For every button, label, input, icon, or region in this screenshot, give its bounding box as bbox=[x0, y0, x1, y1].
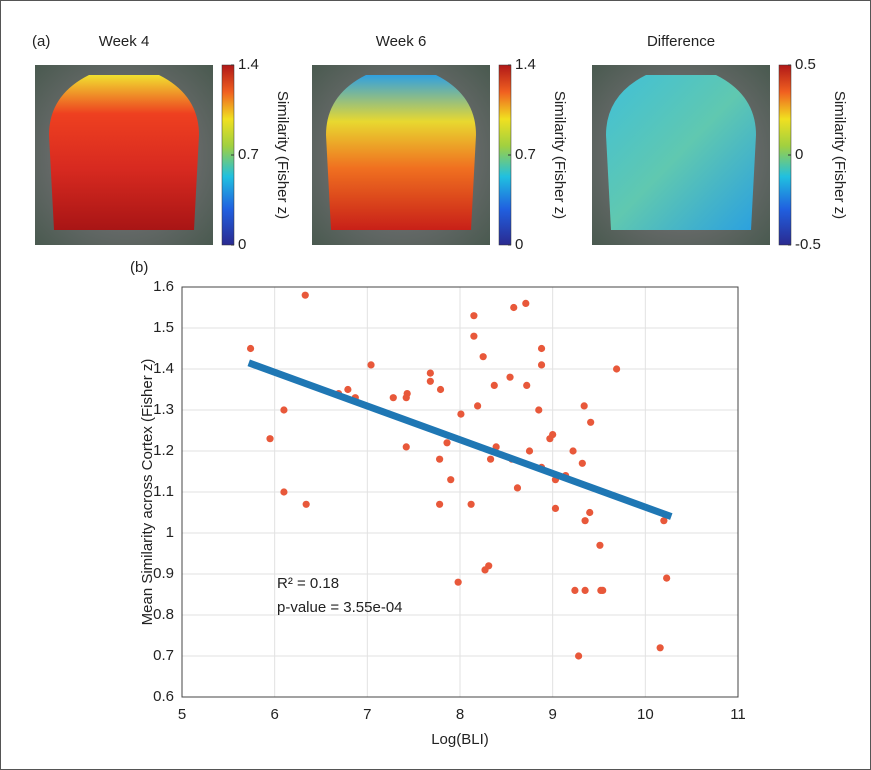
point bbox=[486, 455, 495, 463]
x-tick-label: 11 bbox=[730, 706, 746, 723]
y-tick-label: 0.8 bbox=[153, 606, 174, 623]
point bbox=[426, 369, 434, 377]
fit-line bbox=[247, 359, 673, 520]
x-tick-label: 9 bbox=[548, 706, 556, 723]
point bbox=[663, 574, 671, 582]
colorbar-tick-label: -0.5 bbox=[795, 236, 821, 253]
y-tick-label: 1.1 bbox=[153, 483, 174, 500]
colorbar-tick-label: 1.4 bbox=[515, 56, 536, 73]
point bbox=[426, 377, 434, 385]
y-axis-label: Mean Similarity across Cortex (Fisher z) bbox=[139, 359, 156, 626]
point bbox=[569, 447, 577, 455]
point bbox=[551, 504, 560, 512]
point bbox=[436, 385, 445, 394]
annotation: R² = 0.18 bbox=[277, 575, 339, 592]
point bbox=[454, 578, 462, 586]
y-tick-label: 1 bbox=[166, 524, 174, 541]
point bbox=[537, 344, 546, 353]
x-tick-label: 10 bbox=[637, 706, 654, 723]
point bbox=[523, 381, 531, 389]
y-tick-label: 1.3 bbox=[153, 401, 174, 418]
point bbox=[443, 439, 451, 447]
y-tick-label: 0.9 bbox=[153, 565, 174, 582]
point bbox=[535, 406, 543, 414]
point bbox=[474, 402, 482, 410]
y-tick-label: 1.4 bbox=[153, 360, 174, 377]
point bbox=[436, 500, 444, 508]
panel-title: Difference bbox=[647, 33, 715, 50]
point bbox=[525, 447, 534, 455]
panel-title: Week 6 bbox=[376, 33, 427, 50]
point bbox=[389, 394, 397, 402]
y-tick-label: 1.5 bbox=[153, 319, 174, 336]
point bbox=[367, 361, 375, 369]
point bbox=[571, 586, 579, 595]
point bbox=[485, 562, 493, 570]
point bbox=[581, 586, 589, 595]
point bbox=[575, 652, 583, 660]
x-tick-label: 6 bbox=[270, 706, 278, 723]
y-tick-label: 1.2 bbox=[153, 442, 174, 459]
colorbar-label: Similarity (Fisher z) bbox=[551, 91, 568, 219]
panel-label: (a) bbox=[32, 33, 50, 50]
point bbox=[490, 381, 498, 389]
point bbox=[660, 517, 668, 525]
colorbar-tick-label: 0.7 bbox=[238, 146, 259, 163]
heatmap bbox=[326, 75, 476, 230]
point bbox=[470, 332, 478, 340]
y-tick-label: 1.6 bbox=[153, 278, 174, 295]
point bbox=[402, 443, 410, 451]
point bbox=[479, 353, 487, 361]
colorbar-tick-label: 0.7 bbox=[515, 146, 536, 163]
point bbox=[457, 410, 465, 418]
x-tick-label: 8 bbox=[456, 706, 464, 723]
point bbox=[280, 406, 288, 414]
axes-box bbox=[181, 286, 739, 698]
point bbox=[470, 312, 478, 320]
y-tick-label: 0.7 bbox=[153, 647, 174, 664]
point bbox=[586, 508, 594, 517]
point bbox=[513, 484, 522, 492]
point bbox=[599, 586, 607, 595]
panel-label: (b) bbox=[130, 259, 148, 276]
colorbar-label: Similarity (Fisher z) bbox=[274, 91, 291, 219]
heatmap bbox=[49, 75, 199, 230]
point bbox=[447, 476, 455, 484]
colorbar-tick-label: 0.5 bbox=[795, 56, 816, 73]
point bbox=[549, 431, 557, 439]
point bbox=[246, 344, 255, 353]
annotation: p-value = 3.55e-04 bbox=[277, 599, 403, 616]
point bbox=[510, 303, 518, 312]
point bbox=[266, 435, 274, 443]
heatmap bbox=[606, 75, 756, 230]
point bbox=[344, 385, 352, 394]
point bbox=[301, 291, 309, 299]
point bbox=[613, 365, 621, 373]
colorbar-label: Similarity (Fisher z) bbox=[831, 91, 848, 219]
point bbox=[596, 541, 604, 549]
x-axis-label: Log(BLI) bbox=[431, 731, 489, 748]
point bbox=[578, 459, 586, 467]
point bbox=[587, 418, 595, 426]
point bbox=[580, 402, 588, 410]
colorbar-tick-label: 1.4 bbox=[238, 56, 259, 73]
point bbox=[436, 455, 444, 463]
colorbar-tick-label: 0 bbox=[238, 236, 246, 253]
point bbox=[581, 517, 589, 525]
point bbox=[467, 500, 475, 508]
colorbar-tick-label: 0 bbox=[795, 146, 803, 163]
point bbox=[302, 500, 310, 508]
panel-title: Week 4 bbox=[99, 33, 150, 50]
point bbox=[656, 644, 664, 652]
x-tick-label: 5 bbox=[178, 706, 186, 723]
point bbox=[403, 390, 411, 398]
colorbar-tick-label: 0 bbox=[515, 236, 523, 253]
y-tick-label: 0.6 bbox=[153, 688, 174, 705]
point bbox=[522, 299, 530, 307]
point bbox=[506, 373, 514, 381]
point bbox=[280, 488, 288, 496]
x-tick-label: 7 bbox=[363, 706, 371, 723]
point bbox=[537, 361, 546, 369]
